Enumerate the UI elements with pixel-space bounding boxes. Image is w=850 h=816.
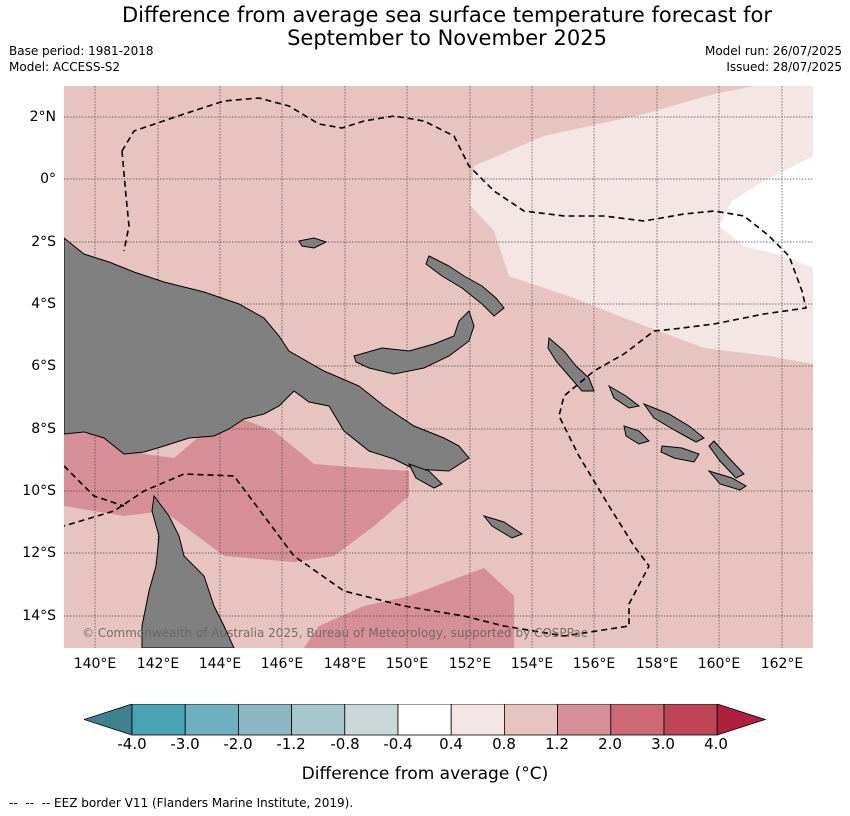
manus-island xyxy=(298,237,328,249)
lon-label: 154°E xyxy=(510,656,554,672)
lat-label: 2°S xyxy=(31,234,56,250)
santa-isabel xyxy=(642,402,705,443)
colorbar-bin xyxy=(237,704,292,736)
colorbar-bin xyxy=(663,704,718,736)
dentrecasteaux-islands xyxy=(408,463,443,489)
colorbar-bins xyxy=(84,704,767,736)
malaita xyxy=(708,440,745,479)
anomaly-warm-region-south xyxy=(304,568,514,648)
louisiade-archipelago xyxy=(482,515,524,539)
base-period: Base period: 1981-2018 xyxy=(9,44,154,58)
choiseul xyxy=(607,384,641,409)
map-panel xyxy=(64,86,813,648)
colorbar-extend-low xyxy=(84,704,133,736)
colorbar-bin xyxy=(450,704,505,736)
lon-label: 152°E xyxy=(448,656,492,672)
meta-left: Base period: 1981-2018 Model: ACCESS-S2 xyxy=(9,43,154,75)
colorbar xyxy=(84,704,767,736)
colorbar-tick: 1.2 xyxy=(545,735,569,753)
colorbar-tick: -4.0 xyxy=(117,735,147,753)
copyright-notice: © Commonwealth of Australia 2025, Bureau… xyxy=(82,626,588,640)
lat-label: 8°S xyxy=(31,421,56,437)
lon-label: 158°E xyxy=(635,656,679,672)
lat-label: 4°S xyxy=(31,296,56,312)
colorbar-extend-high xyxy=(716,704,767,736)
bougainville xyxy=(547,336,595,392)
colorbar-label: Difference from average (°C) xyxy=(301,764,549,784)
colorbar-tick: 0.8 xyxy=(492,735,516,753)
model-name: Model: ACCESS-S2 xyxy=(9,60,121,74)
colorbar-tick: 3.0 xyxy=(651,735,675,753)
lon-label: 146°E xyxy=(260,656,304,672)
colorbar-tick: -0.8 xyxy=(330,735,360,753)
lon-label: 144°E xyxy=(198,656,242,672)
colorbar-bin xyxy=(291,704,346,736)
model-run: Model run: 26/07/2025 xyxy=(704,44,842,58)
colorbar-bin xyxy=(131,704,186,736)
guadalcanal xyxy=(660,445,700,463)
colorbar-bin xyxy=(610,704,665,736)
lat-label: 0° xyxy=(40,171,56,187)
eez-legend: -- -- -- EEZ border V11 (Flanders Marine… xyxy=(9,796,354,810)
landmass xyxy=(64,237,747,648)
meta-right: Model run: 26/07/2025 Issued: 28/07/2025 xyxy=(705,43,842,75)
colorbar-bin xyxy=(503,704,558,736)
colorbar-tick: -0.4 xyxy=(383,735,413,753)
lat-label: 2°N xyxy=(29,109,56,125)
issued-date: Issued: 28/07/2025 xyxy=(726,60,842,74)
anomaly-warm-region-west xyxy=(64,418,409,562)
chart-title: Difference from average sea surface temp… xyxy=(0,4,850,50)
title-line-1: Difference from average sea surface temp… xyxy=(122,3,772,27)
cape-york xyxy=(141,494,235,648)
lat-label: 10°S xyxy=(22,483,56,499)
map-svg xyxy=(64,86,813,648)
lon-label: 148°E xyxy=(323,656,367,672)
lat-label: 12°S xyxy=(22,545,56,561)
makira xyxy=(707,470,747,491)
colorbar-bin xyxy=(397,704,452,736)
colorbar-tick: -3.0 xyxy=(170,735,200,753)
lat-label: 6°S xyxy=(31,358,56,374)
colorbar-tick: -2.0 xyxy=(223,735,253,753)
lon-label: 162°E xyxy=(760,656,804,672)
lon-label: 140°E xyxy=(73,656,117,672)
anomaly-low-region xyxy=(469,86,813,364)
colorbar-tick: 0.4 xyxy=(439,735,463,753)
new-guinea xyxy=(64,237,470,472)
title-line-2: September to November 2025 xyxy=(287,26,607,50)
eez-border xyxy=(64,97,807,637)
colorbar-tick: 2.0 xyxy=(598,735,622,753)
lon-label: 142°E xyxy=(136,656,180,672)
new-georgia xyxy=(623,425,650,445)
colorbar-bin xyxy=(344,704,399,736)
anomaly-neutral-region xyxy=(719,156,813,268)
colorbar-bin xyxy=(557,704,612,736)
new-britain xyxy=(353,310,475,375)
colorbar-tick: 4.0 xyxy=(704,735,728,753)
colorbar-tick: -1.2 xyxy=(276,735,306,753)
colorbar-bin xyxy=(184,704,239,736)
lat-label: 14°S xyxy=(22,608,56,624)
lon-label: 156°E xyxy=(572,656,616,672)
new-ireland xyxy=(425,255,505,317)
lon-label: 150°E xyxy=(385,656,429,672)
lon-label: 160°E xyxy=(697,656,741,672)
